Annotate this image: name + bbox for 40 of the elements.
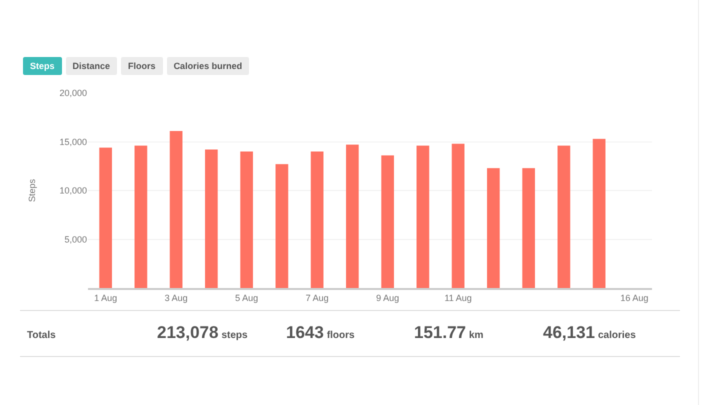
bar — [452, 144, 464, 288]
bar — [170, 131, 182, 288]
text: Totals — [27, 330, 56, 341]
bar — [487, 168, 500, 288]
bar — [205, 150, 218, 288]
bar — [592, 138, 606, 288]
y-tick-label: 5,000 — [64, 234, 87, 244]
x-tick-label: 5 Aug — [235, 292, 258, 303]
bar — [276, 164, 288, 288]
x-tick-label: 7 Aug — [306, 292, 329, 303]
x-tick-label: 3 Aug — [164, 292, 188, 303]
text: 46,131 — [543, 323, 595, 342]
text: 151.77 — [414, 323, 466, 342]
bar — [240, 152, 253, 288]
text: Steps — [23, 57, 62, 75]
category-label: floors — [326, 330, 355, 341]
bar — [310, 152, 324, 288]
text: Floors — [121, 57, 163, 75]
text: 1643 — [286, 323, 324, 342]
text: Distance — [66, 57, 118, 75]
category-label: steps — [221, 330, 248, 341]
text: Calories burned — [166, 57, 250, 75]
bar — [134, 146, 148, 288]
category-label: calories — [598, 330, 636, 341]
bar — [346, 144, 359, 288]
bar — [558, 146, 570, 288]
x-tick-label: 1 Aug — [94, 292, 118, 303]
bar — [416, 146, 430, 288]
text: 213,078 — [157, 323, 218, 342]
category-label: km — [469, 330, 484, 341]
bar — [522, 168, 535, 288]
x-tick-label: 16 Aug — [620, 292, 648, 303]
bar — [381, 155, 394, 288]
y-tick-label: 20,000 — [59, 88, 87, 98]
x-tick-label: 11 Aug — [444, 292, 472, 303]
x-tick-label: 9 Aug — [376, 292, 400, 303]
y-axis-title: Steps — [26, 178, 37, 202]
y-tick-label: 10,000 — [59, 186, 87, 196]
bar — [99, 148, 112, 288]
y-tick-label: 15,000 — [59, 136, 87, 147]
